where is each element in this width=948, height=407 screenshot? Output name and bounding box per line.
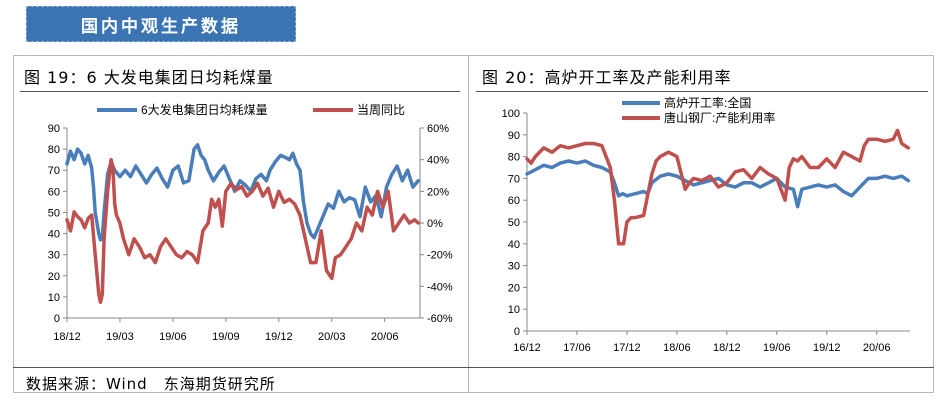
charts-frame [13, 55, 934, 393]
chart1-series-yoy-line [65, 157, 420, 304]
chart1-left-tick-label: 30 [48, 250, 60, 262]
chart2-x-tick-label: 19/12 [813, 342, 841, 354]
chart1-series-consumption-line [65, 143, 420, 242]
chart2-x-tick-label: 18/06 [663, 342, 691, 354]
chart1-left-tick-label: 0 [54, 313, 60, 325]
chart2-legend-national-label: 高炉开工率:全国 [664, 95, 751, 110]
chart2-legend-tangshan-label: 唐山钢厂:产能利用率 [664, 110, 775, 125]
chart2-y-tick-label: 50 [508, 217, 520, 229]
source-divider [13, 367, 934, 368]
chart1-x-tick-label: 19/03 [106, 331, 134, 343]
chart2-series-tangshan-rate-line [525, 128, 911, 246]
chart2-x-tick-label: 19/06 [763, 342, 791, 354]
section-banner: 国内中观生产数据 [26, 6, 296, 42]
chart2-title: 图 20：高炉开工率及产能利用率 [482, 68, 732, 87]
chart1-power-coal-consumption: 0 10 20 30 40 50 60 70 80 90 -60% -40% -20% 0% 20% 40% 6… [48, 102, 453, 343]
chart1-left-tick-label: 20 [48, 271, 60, 283]
chart2-y-tick-label: 40 [508, 239, 520, 251]
chart1-legend-yoy-label: 当周同比 [357, 103, 405, 117]
chart2-y-tick-label: 10 [508, 304, 520, 316]
chart1-right-tick-label: -60% [427, 313, 453, 325]
chart2-y-tick-label: 0 [514, 326, 520, 338]
data-source: 数据来源：Wind 东海期货研究所 [26, 375, 276, 393]
chart1-right-tick-label: -40% [427, 281, 453, 293]
charts-divider [468, 55, 469, 393]
chart1-right-tick-label: 40% [427, 155, 449, 167]
chart1-right-tick-label: 0% [427, 218, 443, 230]
chart2-y-tick-label: 80 [508, 152, 520, 164]
chart1-x-tick-label: 18/12 [53, 331, 81, 343]
chart2-x-tick-label: 20/06 [863, 342, 891, 354]
chart1-left-tick-label: 50 [48, 207, 60, 219]
chart1-left-tick-label: 80 [48, 144, 60, 156]
chart1-left-tick-label: 70 [48, 165, 60, 177]
chart1-legend-consumption-label: 6大发电集团日均耗煤量 [141, 102, 268, 117]
chart2-y-tick-label: 60 [508, 195, 520, 207]
chart1-x-tick-label: 20/03 [318, 331, 346, 343]
section-title: 国内中观生产数据 [81, 16, 241, 37]
chart2-x-tick-label: 17/06 [563, 342, 591, 354]
chart1-x-tick-label: 19/06 [159, 331, 187, 343]
chart2-blast-furnace-rate: 0 10 20 30 40 50 60 70 80 90 100 16/12 17/06 17/12 18/… [502, 95, 911, 354]
chart1-title-underline [20, 91, 460, 92]
chart2-y-tick-label: 30 [508, 261, 520, 273]
chart1-title: 图 19：6 大发电集团日均耗煤量 [24, 68, 274, 87]
chart1-left-tick-label: 60 [48, 186, 60, 198]
chart1-left-tick-label: 10 [48, 292, 60, 304]
chart1-left-tick-label: 90 [48, 123, 60, 135]
chart1-right-tick-label: 20% [427, 186, 449, 198]
chart2-series-national-rate-line [525, 159, 911, 209]
chart1-right-tick-label: -20% [427, 250, 453, 262]
chart2-x-tick-label: 16/12 [513, 342, 541, 354]
chart2-y-tick-label: 70 [508, 173, 520, 185]
chart2-x-tick-label: 18/12 [713, 342, 741, 354]
chart2-title-underline [476, 91, 928, 92]
chart2-y-tick-label: 90 [508, 130, 520, 142]
chart2-x-tick-label: 17/12 [613, 342, 641, 354]
chart1-x-tick-label: 19/12 [265, 331, 293, 343]
chart1-right-tick-label: 60% [427, 123, 449, 135]
chart1-x-tick-label: 19/09 [212, 331, 240, 343]
chart2-y-tick-label: 20 [508, 282, 520, 294]
chart1-left-tick-label: 40 [48, 229, 60, 241]
chart1-x-tick-label: 20/06 [371, 331, 399, 343]
chart2-y-tick-label: 100 [502, 108, 520, 120]
